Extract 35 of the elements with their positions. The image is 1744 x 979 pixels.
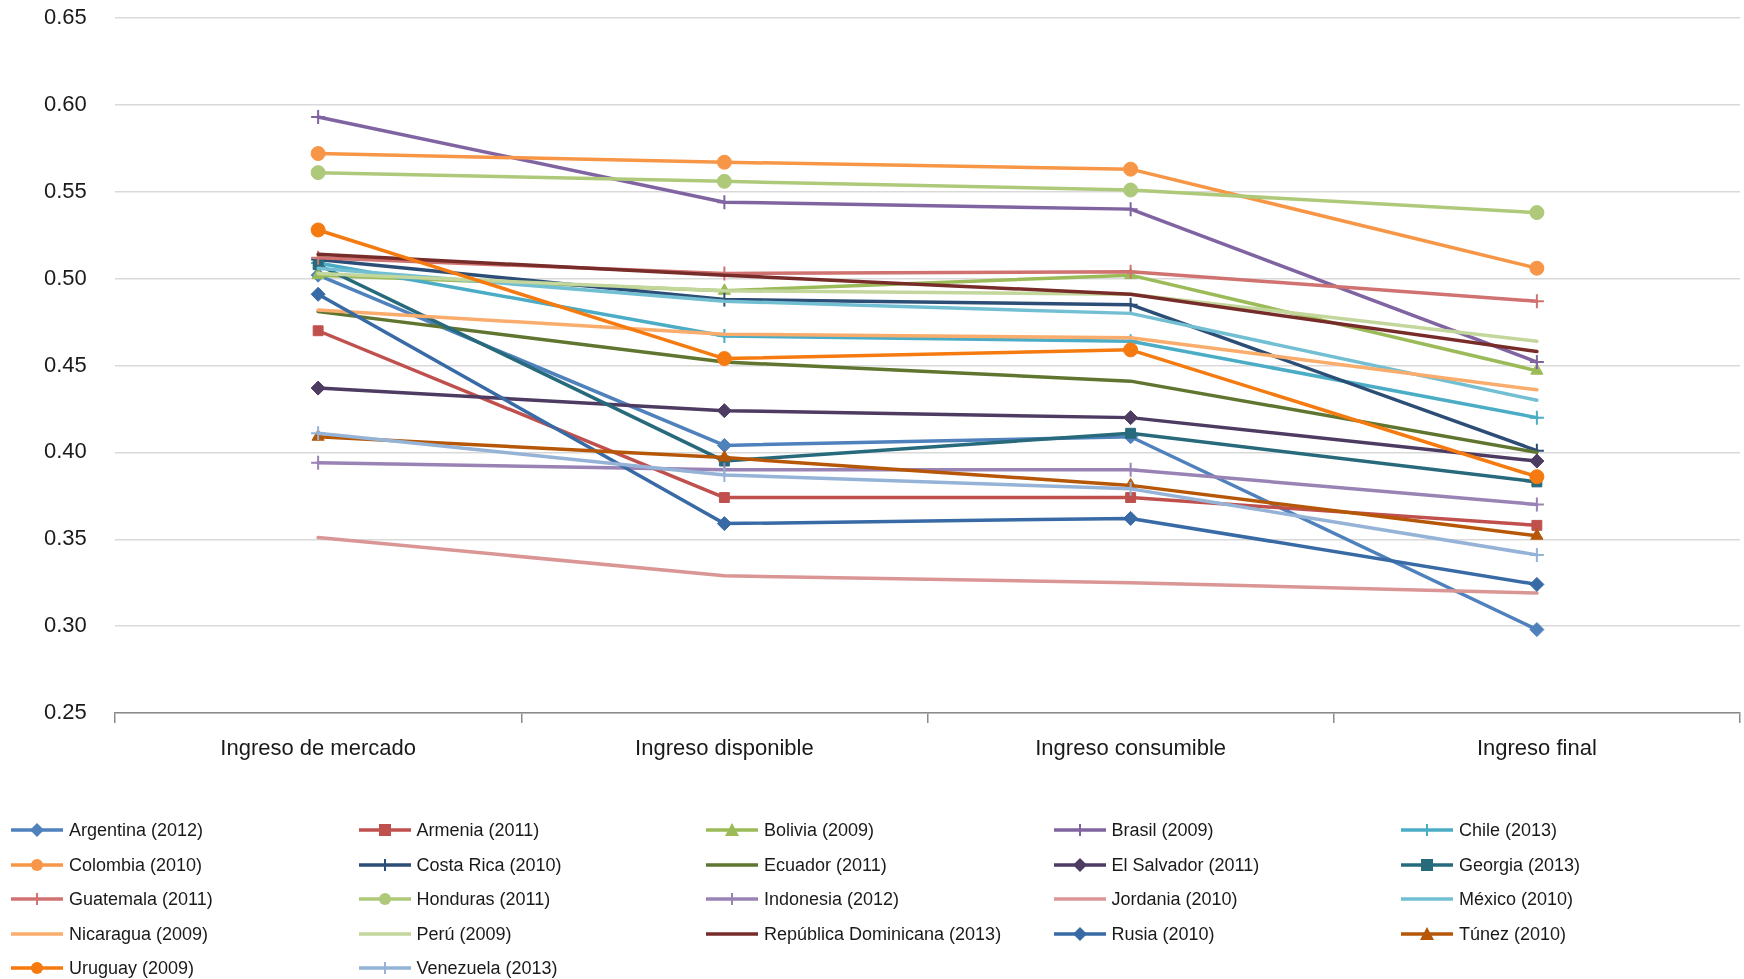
legend-label: Argentina (2012): [69, 819, 204, 841]
legend-label: Guatemala (2011): [69, 888, 213, 910]
legend-label: Ecuador (2011): [764, 853, 887, 876]
legend-label: Perú (2009): [416, 922, 512, 945]
legend-label: Georgia (2013): [1459, 853, 1581, 876]
y-tick-label: 0.65: [44, 4, 87, 30]
x-tick-label: Ingreso de mercado: [220, 735, 416, 761]
legend-label: Uruguay (2009): [69, 957, 195, 979]
y-tick-label: 0.45: [44, 351, 87, 377]
y-tick-label: 0.35: [44, 525, 87, 551]
legend-label: Jordania (2010): [1111, 888, 1238, 910]
legend-label: Armenia (2011): [416, 819, 540, 841]
legend-label: Túnez (2010): [1459, 922, 1567, 945]
y-tick-label: 0.40: [44, 438, 87, 464]
legend-label: Colombia (2010): [69, 853, 203, 876]
legend-label: Brasil (2009): [1111, 819, 1214, 841]
legend-label: México (2010): [1459, 888, 1574, 910]
legend-label: Honduras (2011): [416, 888, 551, 910]
legend-label: El Salvador (2011): [1111, 853, 1260, 876]
legend-label: Costa Rica (2010): [416, 853, 562, 876]
legend-label: Bolivia (2009): [764, 819, 875, 841]
legend-label: Indonesia (2012): [764, 888, 900, 910]
x-tick-label: Ingreso final: [1476, 735, 1597, 761]
y-tick-label: 0.60: [44, 90, 87, 116]
y-tick-label: 0.30: [44, 612, 87, 638]
y-tick-label: 0.50: [44, 264, 87, 290]
legend-label: Nicaragua (2009): [69, 922, 209, 945]
y-tick-label: 0.25: [44, 699, 87, 725]
x-tick-label: Ingreso consumible: [1035, 735, 1227, 761]
legend-label: Venezuela (2013): [416, 957, 558, 979]
legend-label: República Dominicana (2013): [764, 922, 1002, 945]
y-tick-label: 0.55: [44, 177, 87, 203]
legend-label: Rusia (2010): [1111, 922, 1215, 945]
legend-label: Chile (2013): [1459, 819, 1558, 841]
x-tick-label: Ingreso disponible: [635, 735, 814, 761]
